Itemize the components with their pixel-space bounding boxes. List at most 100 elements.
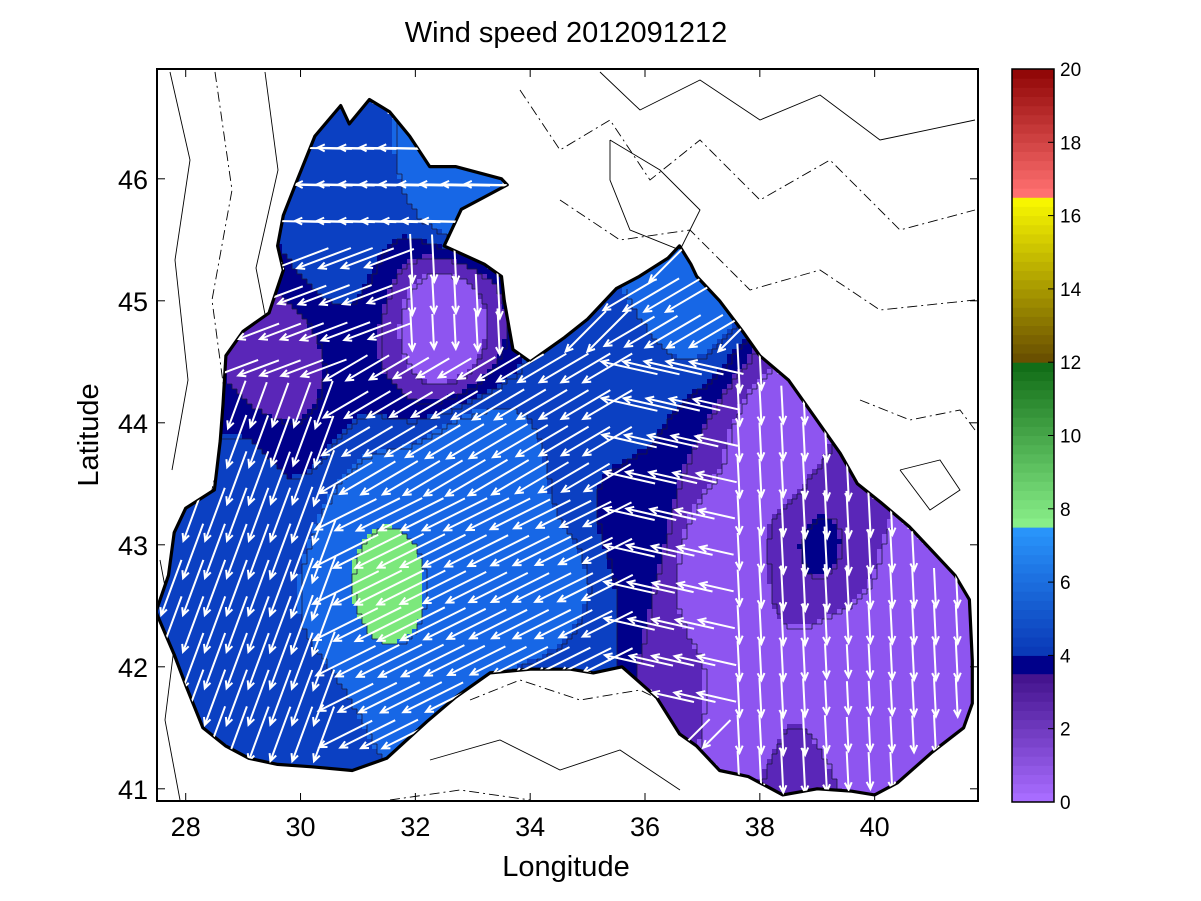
- sea-cell: [447, 354, 453, 360]
- sea-cell: [432, 404, 438, 410]
- sea-cell: [722, 309, 728, 315]
- sea-cell: [667, 329, 673, 335]
- sea-cell: [507, 379, 513, 385]
- sea-cell: [777, 444, 783, 450]
- sea-cell: [307, 439, 313, 445]
- sea-cell: [382, 204, 388, 210]
- sea-cell: [717, 424, 723, 430]
- sea-cell: [262, 414, 268, 420]
- sea-cell: [487, 409, 493, 415]
- sea-cell: [717, 364, 723, 370]
- sea-cell: [432, 394, 438, 400]
- sea-cell: [492, 279, 498, 285]
- sea-cell: [787, 454, 793, 460]
- sea-cell: [507, 424, 513, 430]
- sea-cell: [737, 434, 743, 440]
- sea-cell: [347, 284, 353, 290]
- sea-cell: [427, 239, 433, 245]
- sea-cell: [707, 314, 713, 320]
- sea-cell: [442, 414, 448, 420]
- sea-cell: [597, 454, 603, 460]
- sea-cell: [272, 409, 278, 415]
- sea-cell: [772, 424, 778, 430]
- sea-cell: [622, 374, 628, 380]
- sea-cell: [677, 419, 683, 425]
- sea-cell: [702, 314, 708, 320]
- sea-cell: [467, 289, 473, 295]
- sea-cell: [577, 384, 583, 390]
- sea-cell: [602, 429, 608, 435]
- sea-cell: [337, 159, 343, 165]
- sea-cell: [362, 384, 368, 390]
- sea-cell: [357, 449, 363, 455]
- sea-cell: [347, 424, 353, 430]
- sea-cell: [682, 394, 688, 400]
- sea-cell: [567, 394, 573, 400]
- sea-cell: [392, 204, 398, 210]
- sea-cell: [662, 414, 668, 420]
- sea-cell: [357, 174, 363, 180]
- sea-cell: [542, 429, 548, 435]
- sea-cell: [677, 354, 683, 360]
- sea-cell: [537, 394, 543, 400]
- sea-cell: [312, 329, 318, 335]
- sea-cell: [242, 429, 248, 435]
- sea-cell: [487, 179, 493, 185]
- sea-cell: [367, 159, 373, 165]
- sea-cell: [807, 459, 813, 465]
- sea-cell: [637, 334, 643, 340]
- sea-cell: [582, 444, 588, 450]
- sea-cell: [337, 279, 343, 285]
- sea-cell: [422, 449, 428, 455]
- sea-cell: [372, 109, 378, 115]
- sea-cell: [307, 234, 313, 240]
- sea-cell: [382, 359, 388, 365]
- sea-cell: [727, 349, 733, 355]
- sea-cell: [292, 369, 298, 375]
- sea-cell: [342, 234, 348, 240]
- sea-cell: [767, 429, 773, 435]
- sea-cell: [282, 454, 288, 460]
- sea-cell: [282, 404, 288, 410]
- sea-cell: [362, 129, 368, 135]
- sea-cell: [517, 384, 523, 390]
- sea-cell: [672, 339, 678, 345]
- sea-cell: [592, 404, 598, 410]
- sea-cell: [752, 404, 758, 410]
- sea-cell: [402, 389, 408, 395]
- sea-cell: [322, 369, 328, 375]
- sea-cell: [407, 339, 413, 345]
- sea-cell: [617, 449, 623, 455]
- sea-cell: [232, 364, 238, 370]
- sea-cell: [347, 129, 353, 135]
- sea-cell: [447, 224, 453, 230]
- sea-cell: [302, 179, 308, 185]
- sea-cell: [472, 294, 478, 300]
- sea-cell: [642, 389, 648, 395]
- sea-cell: [372, 339, 378, 345]
- sea-cell: [647, 349, 653, 355]
- sea-cell: [367, 429, 373, 435]
- sea-cell: [467, 424, 473, 430]
- sea-cell: [652, 384, 658, 390]
- sea-cell: [587, 339, 593, 345]
- sea-cell: [432, 304, 438, 310]
- sea-cell: [267, 329, 273, 335]
- sea-cell: [577, 339, 583, 345]
- sea-cell: [447, 279, 453, 285]
- sea-cell: [637, 414, 643, 420]
- sea-cell: [322, 249, 328, 255]
- sea-cell: [337, 154, 343, 160]
- sea-cell: [262, 389, 268, 395]
- sea-cell: [627, 409, 633, 415]
- sea-cell: [352, 344, 358, 350]
- sea-cell: [362, 414, 368, 420]
- sea-cell: [297, 384, 303, 390]
- sea-cell: [327, 329, 333, 335]
- sea-cell: [357, 214, 363, 220]
- sea-cell: [682, 364, 688, 370]
- sea-cell: [377, 449, 383, 455]
- sea-cell: [347, 344, 353, 350]
- sea-cell: [402, 359, 408, 365]
- sea-cell: [792, 389, 798, 395]
